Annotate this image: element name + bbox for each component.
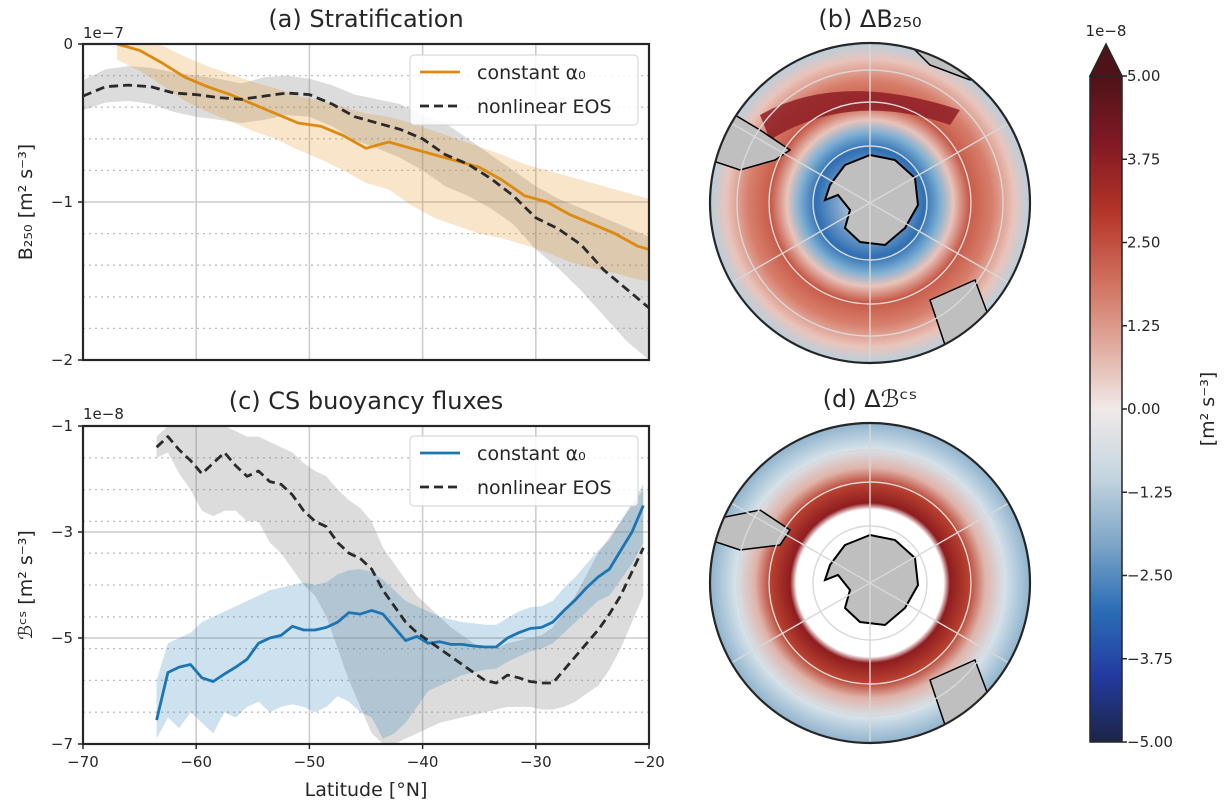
x-tick-label: −20 <box>633 753 665 771</box>
panel-a-y-label: B₂₅₀ [m² s⁻³] <box>15 144 37 260</box>
panel-b-strong-positive-patch <box>760 91 960 140</box>
x-tick-label: −30 <box>520 753 552 771</box>
panel-d-land-antarctica <box>823 533 920 627</box>
panel-a-legend: constant α₀ nonlinear EOS <box>409 54 639 126</box>
y-tick-label: −1 <box>51 417 73 435</box>
y-tick-label: −3 <box>51 523 73 541</box>
colorbar-tick-label: 5.00 <box>1127 67 1160 85</box>
panel-a-lines <box>83 44 649 309</box>
y-tick-label: −7 <box>51 735 73 753</box>
panel-c-legend: constant α₀ nonlinear EOS <box>409 435 639 507</box>
panel-a-legend-box <box>409 54 639 126</box>
colorbar-tick-label: 2.50 <box>1127 234 1160 252</box>
x-tick-label: −50 <box>294 753 326 771</box>
panel-d-title: (d) Δℬᶜˢ <box>823 385 918 413</box>
panel-a-title: (a) Stratification <box>268 5 463 33</box>
panel-a-offset-text: 1e−7 <box>83 24 124 42</box>
uncertainty-band-nonlinear <box>156 426 644 744</box>
colorbar-offset-text: 1e−8 <box>1086 22 1127 40</box>
colorbar-tick-label: −5.00 <box>1127 733 1173 751</box>
panel-c-legend-label-constant: constant α₀ <box>477 443 586 465</box>
panel-b: (b) ΔB₂₅₀ <box>708 5 1032 365</box>
series-line-nonlinear <box>83 83 649 309</box>
colorbar-tick-label: −1.25 <box>1127 483 1173 501</box>
x-tick-label: −70 <box>67 753 99 771</box>
panel-c-legend-box <box>409 435 639 507</box>
panel-b-title: (b) ΔB₂₅₀ <box>818 5 921 33</box>
series-line-constant <box>116 44 649 251</box>
series-line-nonlinear <box>155 435 645 685</box>
panel-c-uncertainty-bands <box>156 426 644 744</box>
colorbar-tick-label: 1.25 <box>1127 317 1160 335</box>
y-tick-label: −1 <box>51 193 73 211</box>
x-tick-label: −60 <box>180 753 212 771</box>
panel-b-land-antarctica <box>823 153 920 247</box>
y-tick-label: −5 <box>51 629 73 647</box>
uncertainty-band-constant <box>156 484 644 739</box>
y-tick-label: 0 <box>63 35 73 53</box>
colorbar-tick-label: −3.75 <box>1127 650 1173 668</box>
panel-a-legend-label-nonlinear: nonlinear EOS <box>477 96 612 118</box>
panel-c-legend-label-nonlinear: nonlinear EOS <box>477 477 612 499</box>
uncertainty-band-nonlinear <box>83 66 649 360</box>
panel-c-offset-text: 1e−8 <box>83 405 124 423</box>
colorbar-tick-label: 0.00 <box>1127 400 1160 418</box>
colorbar-bar <box>1089 75 1123 743</box>
series-line-constant <box>155 504 645 721</box>
panel-c-x-ticks: −70 −60 −50 −40 −30 −20 <box>67 744 665 771</box>
colorbar-tick-label: 3.75 <box>1127 150 1160 168</box>
panel-c-frame <box>81 424 651 746</box>
panel-c-lines <box>155 435 645 721</box>
panel-b-graticule <box>730 43 1010 363</box>
panel-c-title: (c) CS buoyancy fluxes <box>229 387 504 415</box>
colorbar-ticks: 5.00 3.75 2.50 1.25 0.00 −1.25 −2.50 −3.75 −5.00 <box>1122 67 1173 751</box>
panel-c-y-label: ℬᶜˢ [m² s⁻³] <box>15 530 37 640</box>
panel-a-y-ticks: 0 −1 −2 <box>51 35 83 369</box>
colorbar: 1e−8 5.00 3.75 2.50 1.25 0.00 −1.25 −2.50 −3.75… <box>1086 22 1219 751</box>
panel-d-map-frame <box>708 421 1032 745</box>
colorbar-extend-arrow <box>1088 42 1124 77</box>
panel-c-x-label: Latitude [°N] <box>305 779 428 801</box>
x-tick-label: −40 <box>407 753 439 771</box>
colorbar-label: [m² s⁻³] <box>1197 372 1219 447</box>
panel-a-legend-label-constant: constant α₀ <box>477 62 586 84</box>
panel-c: (c) CS buoyancy fluxes 1e−8 −1 −3 −5 −7 −70… <box>15 387 665 801</box>
panel-d-land-south-america <box>710 509 792 551</box>
panel-d-graticule <box>730 423 1010 743</box>
panel-c-y-ticks: −1 −3 −5 −7 <box>51 417 83 753</box>
panel-a: (a) Stratification 1e−7 0 −1 −2 B₂₅₀ [m² s… <box>15 5 651 369</box>
y-tick-label: −2 <box>51 351 73 369</box>
panel-b-map-frame <box>708 41 1032 365</box>
panel-d: (d) Δℬᶜˢ <box>708 385 1032 745</box>
panel-b-land-new-zealand <box>989 288 1030 363</box>
colorbar-tick-label: −2.50 <box>1127 567 1173 585</box>
